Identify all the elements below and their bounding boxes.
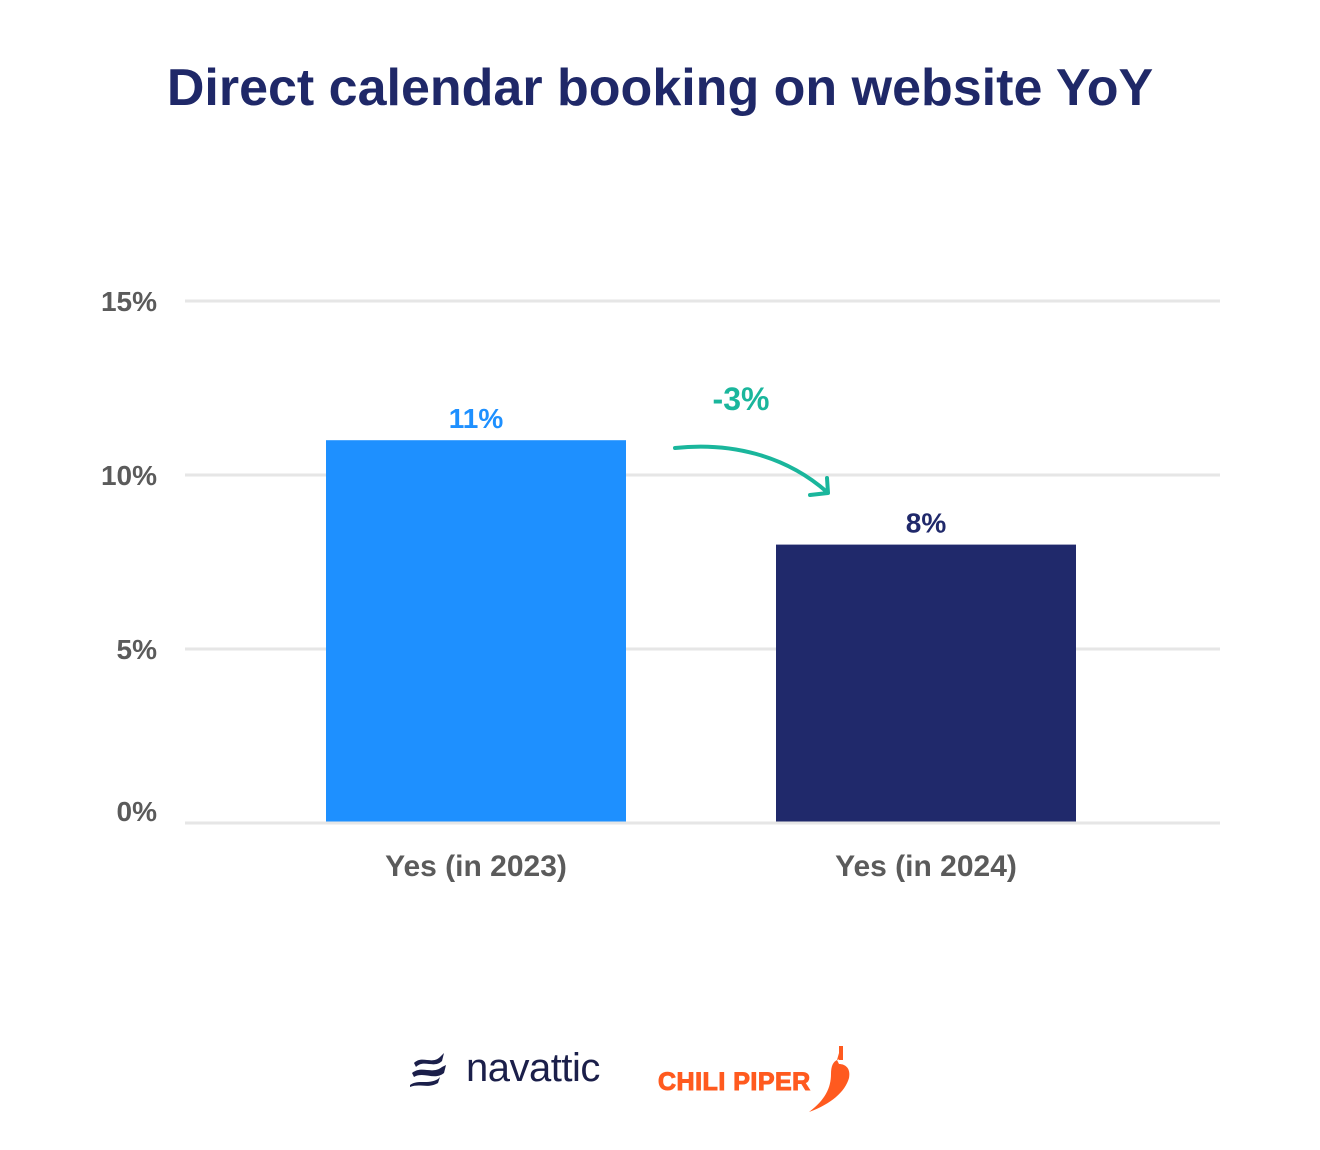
y-tick-label: 10% <box>101 460 157 491</box>
chart-title: Direct calendar booking on website YoY <box>166 59 1154 117</box>
chili-pepper-icon <box>808 1046 850 1112</box>
change-arrow <box>673 444 829 494</box>
change-annotation: -3% <box>713 381 770 417</box>
y-tick-label: 15% <box>101 286 157 317</box>
bar <box>776 544 1076 822</box>
y-tick-label: 5% <box>117 634 158 665</box>
chili-piper-logo: CHILI PIPER <box>658 1046 861 1114</box>
chili-piper-wordmark: CHILI PIPER <box>658 1067 811 1096</box>
y-tick-label: 0% <box>117 796 158 827</box>
navattic-waves-icon <box>410 1052 446 1087</box>
arrow-head-icon <box>808 476 830 497</box>
data-label: 8% <box>906 508 947 539</box>
bar-chart: 0% 5% 10% 15% 11% Yes (in 2023) 8% Yes (in 2024… <box>101 286 1220 883</box>
bar <box>326 440 626 822</box>
x-tick-label: Yes (in 2023) <box>385 850 567 883</box>
x-tick-label: Yes (in 2024) <box>835 850 1017 883</box>
navattic-logo: navattic <box>408 1046 600 1091</box>
logos: navattic CHILI PIPER <box>0 1040 1320 1120</box>
navattic-wordmark: navattic <box>466 1046 600 1090</box>
data-label: 11% <box>449 403 504 434</box>
